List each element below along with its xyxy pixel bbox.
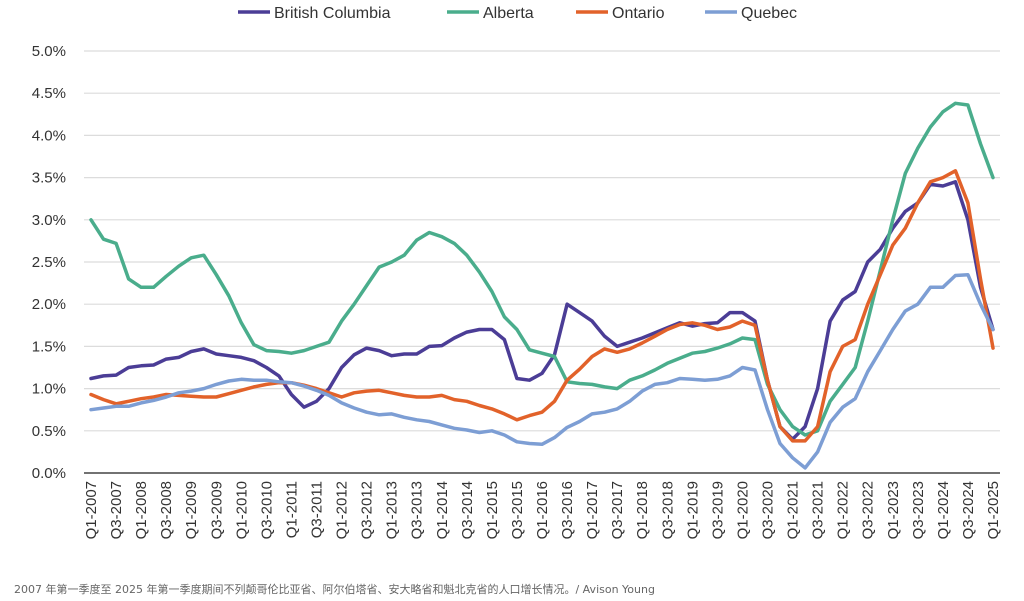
x-tick-label: Q1-2010 xyxy=(233,481,250,539)
y-tick-label: 5.0% xyxy=(32,43,66,60)
y-tick-label: 3.0% xyxy=(32,212,66,229)
y-tick-label: 3.5% xyxy=(32,170,66,187)
x-tick-label: Q3-2016 xyxy=(559,481,576,539)
x-tick-label: Q3-2024 xyxy=(960,481,977,539)
legend-item: Quebec xyxy=(705,5,797,22)
x-tick-label: Q1-2020 xyxy=(734,481,751,539)
x-tick-label: Q1-2016 xyxy=(534,481,551,539)
x-tick-label: Q1-2007 xyxy=(83,481,100,539)
y-tick-label: 1.5% xyxy=(32,338,66,355)
x-tick-label: Q3-2012 xyxy=(359,481,376,539)
y-tick-label: 0.5% xyxy=(32,423,66,440)
x-tick-label: Q3-2020 xyxy=(760,481,777,539)
legend-label: Alberta xyxy=(483,5,534,22)
series-line-quebec xyxy=(89,272,995,470)
x-tick-label: Q3-2019 xyxy=(709,481,726,539)
legend-item: Ontario xyxy=(576,5,665,22)
x-tick-label: Q3-2015 xyxy=(509,481,526,539)
x-tick-label: Q3-2017 xyxy=(609,481,626,539)
y-tick-label: 4.5% xyxy=(32,85,66,102)
x-tick-label: Q1-2012 xyxy=(334,481,351,539)
y-tick-label: 2.5% xyxy=(32,254,66,271)
x-tick-label: Q1-2019 xyxy=(684,481,701,539)
series-line-ontario xyxy=(89,169,995,443)
x-tick-label: Q1-2022 xyxy=(835,481,852,539)
legend: British Columbia Alberta Ontario Quebec xyxy=(238,5,797,22)
y-axis: 0.0% 0.5% 1.0% 1.5% 2.0% 2.5% 3.0% 3.5% 4.0% 4.5%… xyxy=(32,43,66,482)
x-tick-label: Q1-2024 xyxy=(935,481,952,539)
x-tick-label: Q3-2007 xyxy=(108,481,125,539)
legend-item: Alberta xyxy=(447,5,534,22)
x-tick-label: Q3-2022 xyxy=(860,481,877,539)
x-tick-label: Q1-2015 xyxy=(484,481,501,539)
x-tick-label: Q3-2018 xyxy=(659,481,676,539)
legend-label: British Columbia xyxy=(274,5,391,22)
x-tick-label: Q3-2021 xyxy=(810,481,827,539)
legend-label: Ontario xyxy=(612,5,665,22)
x-tick-label: Q1-2013 xyxy=(384,481,401,539)
legend-item: British Columbia xyxy=(238,5,391,22)
x-tick-label: Q3-2009 xyxy=(208,481,225,539)
x-tick-label: Q3-2014 xyxy=(459,481,476,539)
x-tick-label: Q3-2010 xyxy=(258,481,275,539)
legend-label: Quebec xyxy=(741,5,797,22)
x-tick-label: Q1-2008 xyxy=(133,481,150,539)
x-tick-label: Q3-2011 xyxy=(309,481,326,538)
x-tick-label: Q1-2025 xyxy=(985,481,1002,539)
x-tick-label: Q3-2023 xyxy=(910,481,927,539)
gridlines xyxy=(84,50,1000,432)
x-tick-label: Q1-2014 xyxy=(434,481,451,539)
y-tick-label: 1.0% xyxy=(32,381,66,398)
x-tick-label: Q1-2011 xyxy=(283,481,300,538)
x-tick-label: Q3-2008 xyxy=(158,481,175,539)
series-lines xyxy=(89,101,995,470)
x-tick-label: Q1-2021 xyxy=(785,481,802,539)
y-tick-label: 2.0% xyxy=(32,296,66,313)
x-tick-label: Q1-2017 xyxy=(584,481,601,539)
x-tick-label: Q1-2018 xyxy=(634,481,651,539)
series-line-british-columbia xyxy=(89,180,995,441)
x-axis: Q1-2007 Q3-2007 Q1-2008 Q3-2008 Q1-2009 Q3-20… xyxy=(83,472,1002,539)
series-line-alberta xyxy=(89,101,995,437)
y-tick-label: 4.0% xyxy=(32,127,66,144)
x-tick-label: Q1-2009 xyxy=(183,481,200,539)
x-tick-label: Q1-2023 xyxy=(885,481,902,539)
y-tick-label: 0.0% xyxy=(32,465,66,482)
figure-caption: 2007 年第一季度至 2025 年第一季度期间不列颠哥伦比亚省、阿尔伯塔省、安… xyxy=(14,583,655,596)
x-tick-label: Q3-2013 xyxy=(409,481,426,539)
